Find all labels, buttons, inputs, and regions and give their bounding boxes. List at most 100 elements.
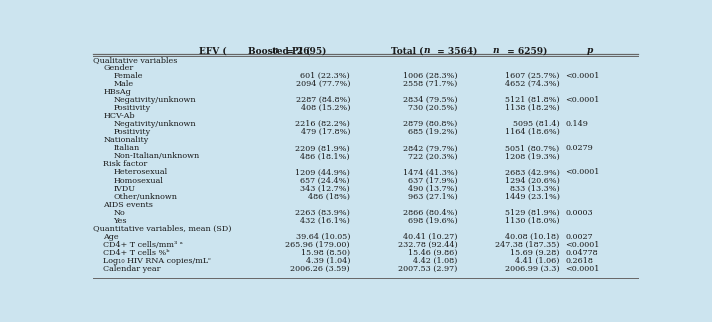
Text: 1209 (44.9%): 1209 (44.9%) — [295, 168, 350, 176]
Text: 657 (24.4%): 657 (24.4%) — [300, 176, 350, 185]
Text: 1607 (25.7%): 1607 (25.7%) — [506, 72, 560, 80]
Text: 5129 (81.9%): 5129 (81.9%) — [505, 209, 560, 217]
Text: No: No — [113, 209, 125, 217]
Text: 4652 (74.3%): 4652 (74.3%) — [505, 80, 560, 88]
Text: Risk factor: Risk factor — [103, 160, 147, 168]
Text: n: n — [423, 46, 429, 55]
Text: 833 (13.3%): 833 (13.3%) — [510, 185, 560, 193]
Text: Quantitative variables, mean (SD): Quantitative variables, mean (SD) — [93, 225, 232, 233]
Text: <0.0001: <0.0001 — [565, 265, 600, 273]
Text: = 2695): = 2695) — [283, 46, 327, 55]
Text: 0.0279: 0.0279 — [565, 144, 593, 152]
Text: 0.2618: 0.2618 — [565, 257, 593, 265]
Text: Total (: Total ( — [391, 46, 423, 55]
Text: Age: Age — [103, 233, 119, 241]
Text: 4.42 (1.08): 4.42 (1.08) — [413, 257, 458, 265]
Text: 1138 (18.2%): 1138 (18.2%) — [505, 104, 560, 112]
Text: Male: Male — [113, 80, 133, 88]
Text: 2834 (79.5%): 2834 (79.5%) — [403, 96, 458, 104]
Text: 2209 (81.9%): 2209 (81.9%) — [295, 144, 350, 152]
Text: Negativity/unknown: Negativity/unknown — [113, 120, 196, 128]
Text: 1208 (19.3%): 1208 (19.3%) — [505, 152, 560, 160]
Text: 408 (15.2%): 408 (15.2%) — [300, 104, 350, 112]
Text: 2842 (79.7%): 2842 (79.7%) — [403, 144, 458, 152]
Text: 2094 (77.7%): 2094 (77.7%) — [295, 80, 350, 88]
Text: 486 (18.1%): 486 (18.1%) — [300, 152, 350, 160]
Text: 1130 (18.0%): 1130 (18.0%) — [505, 217, 560, 225]
Text: 5095 (81.4): 5095 (81.4) — [513, 120, 560, 128]
Text: 432 (16.1%): 432 (16.1%) — [300, 217, 350, 225]
Text: 0.04778: 0.04778 — [565, 249, 598, 257]
Text: 232.78 (92.44): 232.78 (92.44) — [398, 241, 458, 249]
Text: 698 (19.6%): 698 (19.6%) — [408, 217, 458, 225]
Text: Calendar year: Calendar year — [103, 265, 161, 273]
Text: Positivity: Positivity — [113, 104, 150, 112]
Text: Yes: Yes — [113, 217, 127, 225]
Text: 730 (20.5%): 730 (20.5%) — [408, 104, 458, 112]
Text: Boosted PI (: Boosted PI ( — [248, 46, 310, 55]
Text: = 6259): = 6259) — [504, 46, 548, 55]
Text: 2263 (83.9%): 2263 (83.9%) — [295, 209, 350, 217]
Text: Nationality: Nationality — [103, 136, 149, 144]
Text: Homosexual: Homosexual — [113, 176, 163, 185]
Text: CD4+ T cells/mm³ ᵃ: CD4+ T cells/mm³ ᵃ — [103, 241, 183, 249]
Text: 2007.53 (2.97): 2007.53 (2.97) — [398, 265, 458, 273]
Text: n: n — [493, 46, 499, 55]
Text: 5051 (80.7%): 5051 (80.7%) — [506, 144, 560, 152]
Text: 490 (13.7%): 490 (13.7%) — [408, 185, 458, 193]
Text: 2006.26 (3.59): 2006.26 (3.59) — [290, 265, 350, 273]
Text: 722 (20.3%): 722 (20.3%) — [408, 152, 458, 160]
Text: Negativity/unknown: Negativity/unknown — [113, 96, 196, 104]
Text: Heterosexual: Heterosexual — [113, 168, 167, 176]
Text: 963 (27.1%): 963 (27.1%) — [408, 193, 458, 201]
Text: 247.38 (187.35): 247.38 (187.35) — [495, 241, 560, 249]
Text: AIDS events: AIDS events — [103, 201, 153, 209]
Text: Italian: Italian — [113, 144, 140, 152]
Text: 4.41 (1.06): 4.41 (1.06) — [515, 257, 560, 265]
Text: <0.0001: <0.0001 — [565, 168, 600, 176]
Text: 2216 (82.2%): 2216 (82.2%) — [295, 120, 350, 128]
Text: 39.64 (10.05): 39.64 (10.05) — [295, 233, 350, 241]
Text: 2287 (84.8%): 2287 (84.8%) — [295, 96, 350, 104]
Text: EFV (: EFV ( — [199, 46, 226, 55]
Text: 15.69 (9.28): 15.69 (9.28) — [511, 249, 560, 257]
Text: 0.149: 0.149 — [565, 120, 588, 128]
Text: Female: Female — [113, 72, 143, 80]
Text: 40.41 (10.27): 40.41 (10.27) — [403, 233, 458, 241]
Text: Non-Italian/unknown: Non-Italian/unknown — [113, 152, 199, 160]
Text: 2879 (80.8%): 2879 (80.8%) — [403, 120, 458, 128]
Text: 5121 (81.8%): 5121 (81.8%) — [505, 96, 560, 104]
Text: HBsAg: HBsAg — [103, 88, 131, 96]
Text: 2558 (71.7%): 2558 (71.7%) — [403, 80, 458, 88]
Text: Log₁₀ HIV RNA copies/mLᶜ: Log₁₀ HIV RNA copies/mLᶜ — [103, 257, 211, 265]
Text: 479 (17.8%): 479 (17.8%) — [300, 128, 350, 136]
Text: HCV-Ab: HCV-Ab — [103, 112, 135, 120]
Text: 1164 (18.6%): 1164 (18.6%) — [505, 128, 560, 136]
Text: Other/unknown: Other/unknown — [113, 193, 177, 201]
Text: <0.0001: <0.0001 — [565, 72, 600, 80]
Text: = 3564): = 3564) — [434, 46, 478, 55]
Text: 15.46 (9.86): 15.46 (9.86) — [408, 249, 458, 257]
Text: 15.98 (8.50): 15.98 (8.50) — [301, 249, 350, 257]
Text: CD4+ T cells %ᵇ: CD4+ T cells %ᵇ — [103, 249, 170, 257]
Text: 2683 (42.9%): 2683 (42.9%) — [505, 168, 560, 176]
Text: 2006.99 (3.3): 2006.99 (3.3) — [505, 265, 560, 273]
Text: 265.96 (179.00): 265.96 (179.00) — [286, 241, 350, 249]
Text: Positivity: Positivity — [113, 128, 150, 136]
Text: 1474 (41.3%): 1474 (41.3%) — [403, 168, 458, 176]
Text: 2866 (80.4%): 2866 (80.4%) — [403, 209, 458, 217]
Text: p: p — [587, 46, 593, 55]
Text: 1449 (23.1%): 1449 (23.1%) — [505, 193, 560, 201]
Text: Qualitative variables: Qualitative variables — [93, 56, 178, 64]
Text: 486 (18%): 486 (18%) — [308, 193, 350, 201]
Text: 601 (22.3%): 601 (22.3%) — [300, 72, 350, 80]
Text: <0.0001: <0.0001 — [565, 96, 600, 104]
Text: IVDU: IVDU — [113, 185, 135, 193]
Text: 0.0003: 0.0003 — [565, 209, 593, 217]
Text: 685 (19.2%): 685 (19.2%) — [408, 128, 458, 136]
Text: n: n — [272, 46, 278, 55]
Text: 4.39 (1.04): 4.39 (1.04) — [305, 257, 350, 265]
Text: 40.08 (10.18): 40.08 (10.18) — [506, 233, 560, 241]
Text: Gender: Gender — [103, 64, 134, 72]
Text: 1294 (20.6%): 1294 (20.6%) — [505, 176, 560, 185]
